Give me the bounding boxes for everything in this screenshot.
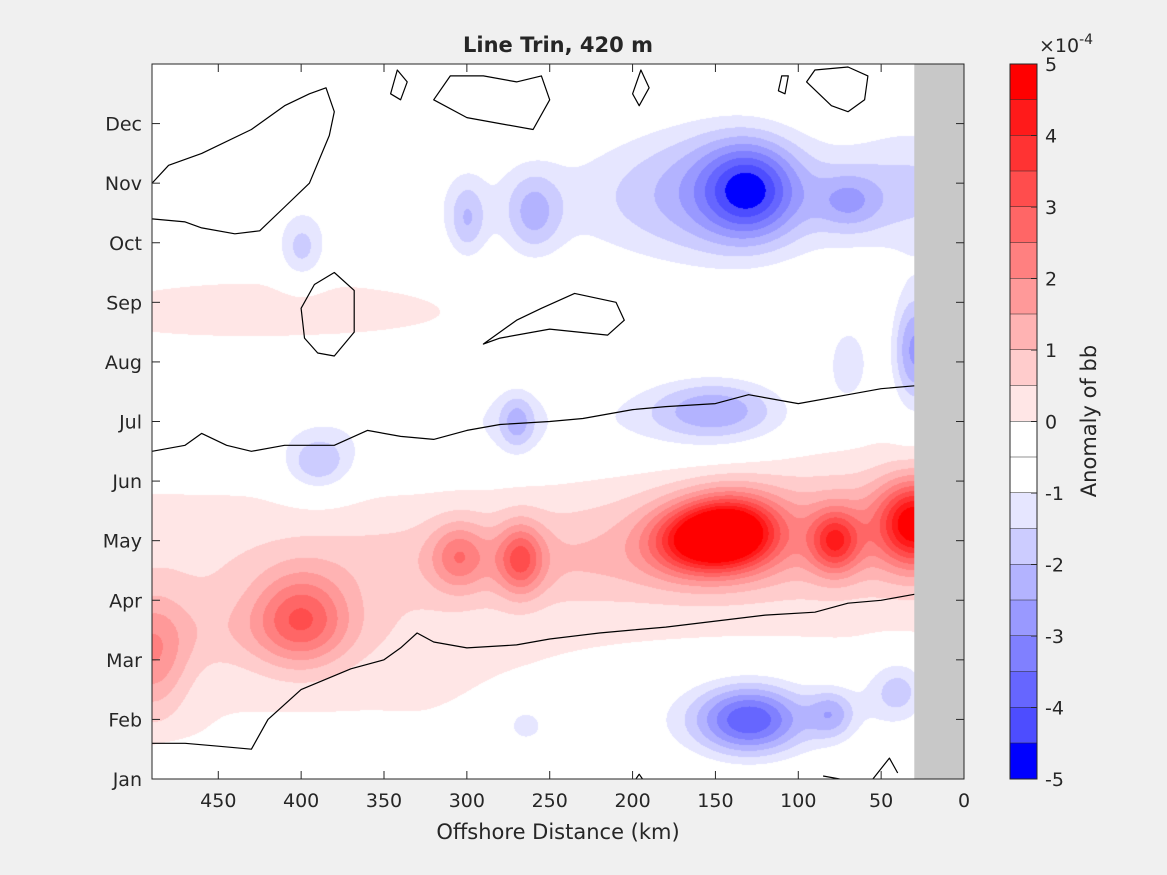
zero-contour-line xyxy=(635,773,643,779)
zero-contour-line xyxy=(152,87,335,235)
colorbar-label: Anomaly of bb xyxy=(1077,345,1101,497)
no-data-region xyxy=(914,64,964,779)
colorbar-level xyxy=(1010,99,1037,136)
y-tick-label: Mar xyxy=(106,650,142,672)
y-tick-label: Jan xyxy=(112,769,142,791)
zero-contour-line xyxy=(390,69,408,101)
colorbar-level xyxy=(1010,671,1037,708)
colorbar-tick-label: 2 xyxy=(1045,269,1057,291)
x-tick-label: 300 xyxy=(449,790,485,812)
colorbar-multiplier: ×10-4 xyxy=(1039,32,1093,57)
colorbar-level xyxy=(1010,350,1037,386)
colorbar-tick-label: 0 xyxy=(1045,412,1057,434)
zero-contours xyxy=(152,66,915,779)
colorbar-level xyxy=(1010,171,1037,207)
x-tick-label: 50 xyxy=(869,790,893,812)
zero-contour-line xyxy=(152,593,915,750)
colorbar-level xyxy=(1010,636,1037,672)
colorbar-level xyxy=(1010,493,1037,529)
y-tick-label: Feb xyxy=(108,709,142,731)
colorbar-level xyxy=(1010,64,1037,100)
zero-contour-line xyxy=(482,292,625,345)
colorbar-level xyxy=(1010,278,1037,315)
x-axis: 450 400 350 300 250 200 150 100 50 0 xyxy=(200,64,970,812)
colorbar-tick-label: 5 xyxy=(1045,54,1057,76)
colorbar-level xyxy=(1010,135,1037,172)
zero-contour-line xyxy=(300,271,355,357)
colorbar-tick-label: -5 xyxy=(1045,769,1064,791)
y-tick-label: Jul xyxy=(118,412,142,434)
x-tick-label: 450 xyxy=(200,790,236,812)
colorbar-level xyxy=(1010,528,1037,565)
x-tick-label: 400 xyxy=(283,790,319,812)
y-tick-label: Oct xyxy=(109,233,142,255)
colorbar-level xyxy=(1010,207,1037,243)
contour-fill xyxy=(152,64,964,779)
x-axis-label: Offshore Distance (km) xyxy=(436,820,679,844)
plot-area xyxy=(152,64,964,779)
colorbar-tick-label: 1 xyxy=(1045,340,1057,362)
x-tick-label: 100 xyxy=(780,790,816,812)
colorbar-level xyxy=(1010,385,1037,422)
zero-contour-line xyxy=(631,69,650,107)
y-tick-label: Dec xyxy=(105,114,142,136)
colorbar-level xyxy=(1010,564,1037,601)
x-tick-label: 250 xyxy=(532,790,568,812)
y-axis: Jan Feb Mar Apr May Jun Jul Aug Sep Oct Nov Dec xyxy=(103,114,964,791)
colorbar-tick-label: -2 xyxy=(1045,555,1064,577)
colorbar-level xyxy=(1010,743,1037,779)
colorbar-tick-label: 3 xyxy=(1045,197,1057,219)
colorbar-level xyxy=(1010,457,1037,493)
x-tick-label: 350 xyxy=(366,790,402,812)
zero-contour-line xyxy=(805,66,869,113)
colorbar-tick-label: -4 xyxy=(1045,698,1064,720)
y-tick-label: Aug xyxy=(105,352,142,374)
colorbar-level xyxy=(1010,242,1037,279)
colorbar-level xyxy=(1010,314,1037,350)
chart-title: Line Trin, 420 m xyxy=(463,33,653,57)
colorbar-tick-label: -3 xyxy=(1045,626,1064,648)
zero-contour-line xyxy=(433,75,551,131)
x-tick-label: 0 xyxy=(958,790,970,812)
colorbar-ticks: 5 4 3 2 1 0 -1 -2 -3 -4 -5 xyxy=(1031,54,1064,791)
colorbar: 5 4 3 2 1 0 -1 -2 -3 -4 -5 ×10-4 Anomaly of bb xyxy=(1009,32,1101,791)
zero-contour-line xyxy=(872,757,899,779)
zero-contour-line xyxy=(152,385,915,452)
colorbar-tick-label: -1 xyxy=(1045,483,1064,505)
colorbar-level xyxy=(1010,707,1037,744)
y-tick-label: Sep xyxy=(106,292,142,314)
y-tick-label: May xyxy=(103,531,142,553)
colorbar-tick-label: 4 xyxy=(1045,126,1057,148)
x-tick-label: 200 xyxy=(614,790,650,812)
zero-contour-line xyxy=(777,75,789,95)
colorbar-level xyxy=(1010,421,1037,458)
y-tick-label: Jun xyxy=(111,471,142,493)
colorbar-level xyxy=(1010,600,1037,636)
y-tick-label: Nov xyxy=(105,173,142,195)
y-tick-label: Apr xyxy=(109,590,142,612)
x-tick-label: 150 xyxy=(697,790,733,812)
colorbar-levels xyxy=(1010,64,1037,780)
